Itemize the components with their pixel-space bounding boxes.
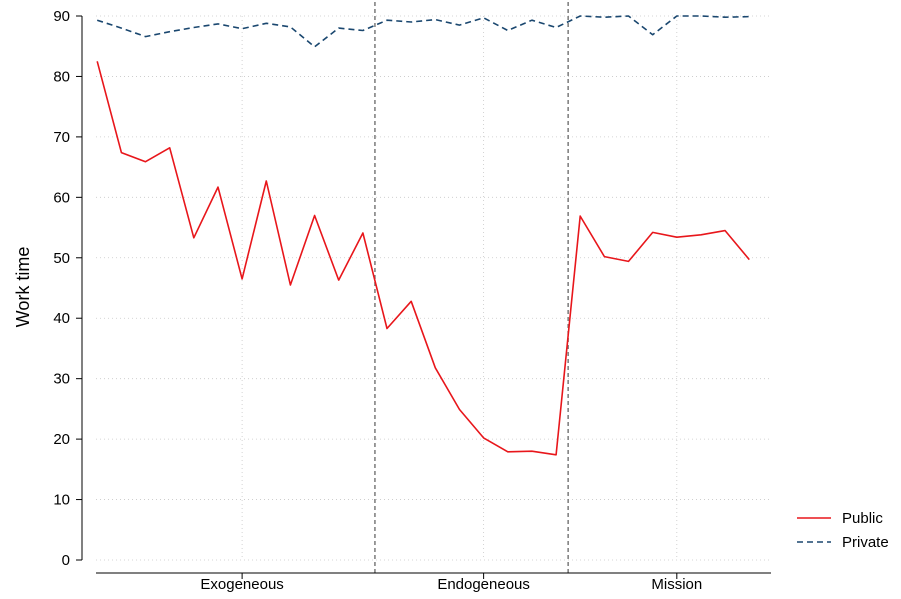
x-group-label: Mission [651, 576, 702, 593]
gridlines [96, 15, 771, 561]
y-tick-label: 70 [53, 129, 70, 146]
y-ticks: 0 10 20 30 40 50 60 70 80 90 [53, 8, 82, 569]
legend: Public Private [797, 510, 889, 551]
x-group-labels: Exogeneous Endogeneous Mission [200, 573, 702, 593]
axes [81, 16, 771, 574]
series-lines [96, 15, 750, 456]
y-tick-label: 30 [53, 371, 70, 388]
y-tick-label: 80 [53, 68, 70, 85]
x-group-label: Exogeneous [200, 576, 283, 593]
y-tick-label: 40 [53, 310, 70, 327]
y-tick-label: 60 [53, 189, 70, 206]
y-tick-label: 50 [53, 250, 70, 267]
x-group-label: Endogeneous [437, 576, 530, 593]
y-tick-label: 20 [53, 431, 70, 448]
y-tick-label: 10 [53, 492, 70, 509]
series-line-private [96, 15, 750, 48]
legend-label-public: Public [842, 510, 883, 527]
series-line-public [96, 61, 750, 456]
legend-label-private: Private [842, 534, 889, 551]
y-axis-title: Work time [13, 247, 33, 328]
y-tick-label: 90 [53, 8, 70, 25]
y-tick-label: 0 [62, 552, 70, 569]
